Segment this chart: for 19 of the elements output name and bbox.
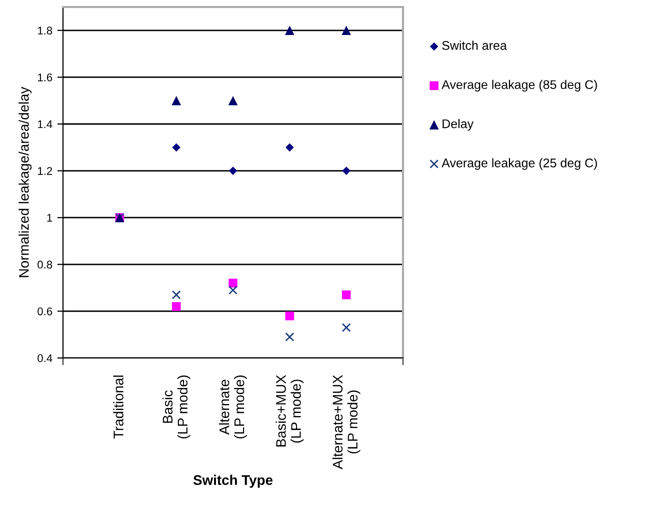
y-tick-label: 1.4 <box>38 120 52 128</box>
x-tick-label: Basic+MUX (LP mode) <box>276 374 304 446</box>
y-tick-label: 0.6 <box>38 307 52 316</box>
x-tick-label: Traditional <box>113 376 124 439</box>
x-axis-title: Switch Type <box>193 474 273 488</box>
x-tick-label: Basic (LP mode) <box>162 376 190 438</box>
legend-label: Switch area <box>442 40 507 50</box>
y-tick-label: 1.2 <box>38 167 52 175</box>
x-tick-label: Alternate+MUX (LP mode) <box>332 374 360 470</box>
y-tick-label: 0.4 <box>38 354 52 362</box>
y-tick-label: 0.8 <box>38 260 52 269</box>
legend-label: Delay <box>442 119 474 131</box>
x-tick-label: Alternate (LP mode) <box>219 376 247 438</box>
y-tick-label: 1.6 <box>38 73 52 82</box>
legend-label: Average leakage (25 deg C) <box>442 158 597 170</box>
y-tick-label: 1 <box>47 214 52 222</box>
legend-label: Average leakage (85 deg C) <box>442 80 597 92</box>
y-tick-label: 1.8 <box>38 26 52 35</box>
y-axis-title: Normalized leakage/area/delay <box>18 86 32 278</box>
